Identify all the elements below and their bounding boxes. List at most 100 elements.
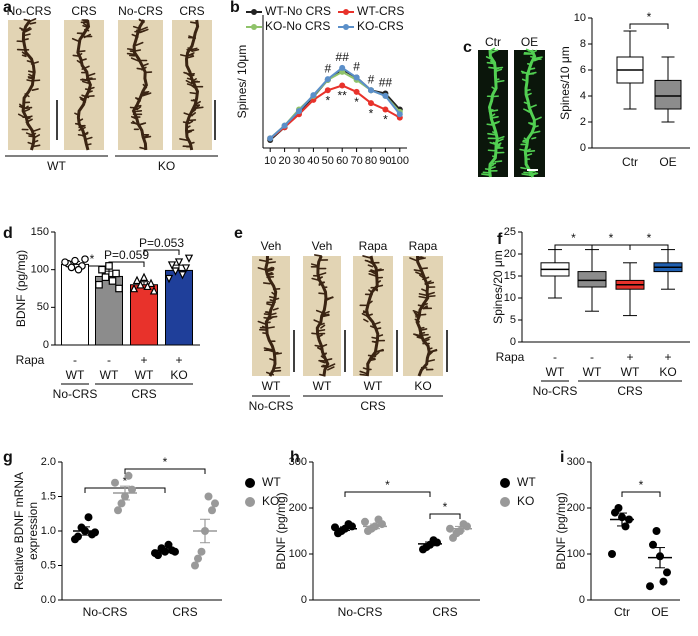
rapa-label: - bbox=[553, 350, 557, 364]
group-label: KO bbox=[158, 159, 175, 173]
spine bbox=[135, 41, 144, 47]
point bbox=[136, 280, 145, 289]
x-tick-label: No-CRS bbox=[83, 605, 128, 619]
y-tick-label: 200 bbox=[567, 502, 585, 514]
point bbox=[614, 504, 623, 512]
spine bbox=[136, 104, 142, 108]
spine bbox=[139, 28, 149, 34]
spine bbox=[80, 98, 87, 103]
spine bbox=[375, 269, 385, 272]
spine bbox=[367, 300, 373, 305]
spine bbox=[141, 63, 149, 67]
spine bbox=[361, 312, 368, 317]
point bbox=[344, 520, 353, 529]
spine bbox=[324, 358, 333, 362]
spine bbox=[25, 117, 31, 120]
image-label: No-CRS bbox=[7, 4, 52, 18]
y-axis-label: BDNF (pg/mg) bbox=[274, 492, 288, 569]
y-tick-label: 15 bbox=[504, 270, 516, 282]
spine bbox=[126, 48, 135, 51]
spine bbox=[77, 118, 84, 123]
spine bbox=[33, 139, 39, 143]
significance-label: * bbox=[163, 455, 168, 469]
significance-bracket bbox=[629, 244, 669, 250]
image-label: CRS bbox=[71, 4, 96, 18]
spine bbox=[365, 313, 373, 317]
point bbox=[84, 513, 93, 522]
point bbox=[339, 64, 346, 71]
legend-label: WT bbox=[517, 475, 536, 489]
point bbox=[117, 499, 126, 508]
spine bbox=[319, 373, 326, 377]
significance-label: * bbox=[90, 252, 95, 266]
spine bbox=[185, 125, 191, 129]
spine bbox=[269, 312, 277, 316]
point bbox=[353, 74, 360, 81]
spine bbox=[83, 22, 90, 28]
y-axis-label: Spines/ 10μm bbox=[235, 45, 249, 119]
x-tick-label: 40 bbox=[307, 155, 319, 167]
significance-bracket bbox=[344, 491, 431, 497]
point bbox=[171, 267, 180, 276]
spine bbox=[414, 314, 421, 317]
image-label: Veh bbox=[312, 239, 333, 253]
significance-label: * bbox=[647, 231, 652, 245]
y-tick-label: 25 bbox=[504, 226, 516, 238]
panel-letter: d bbox=[3, 225, 13, 242]
spine bbox=[490, 121, 499, 126]
y-tick-label: 2 bbox=[580, 116, 586, 128]
point bbox=[112, 269, 120, 278]
spine bbox=[377, 334, 384, 338]
spine bbox=[528, 67, 536, 71]
spine bbox=[525, 88, 531, 92]
point bbox=[368, 100, 374, 107]
point bbox=[652, 527, 661, 535]
group-label: No-CRS bbox=[249, 399, 294, 413]
y-axis-label: BDNF (pg/mg) bbox=[14, 250, 28, 327]
x-tick-label: Ctr bbox=[614, 605, 630, 619]
panel-letter: f bbox=[497, 231, 503, 248]
legend-marker bbox=[245, 478, 255, 488]
significance-label: * bbox=[383, 113, 388, 127]
point bbox=[649, 540, 657, 549]
spine bbox=[314, 344, 323, 348]
spine bbox=[320, 322, 325, 326]
rapa-label: + bbox=[175, 353, 182, 367]
genotype-label: WT bbox=[546, 365, 565, 379]
genotype-label: WT bbox=[364, 379, 383, 393]
spine bbox=[179, 138, 188, 142]
legend-marker bbox=[343, 9, 349, 15]
x-tick-label: CRS bbox=[432, 605, 457, 619]
spine bbox=[426, 291, 435, 296]
spine bbox=[527, 62, 533, 66]
spine bbox=[22, 33, 31, 37]
spine bbox=[317, 272, 327, 277]
x-tick-label: 100 bbox=[391, 155, 409, 167]
spine bbox=[368, 273, 378, 278]
point bbox=[208, 506, 216, 515]
spine bbox=[29, 18, 37, 22]
spine bbox=[416, 257, 426, 261]
significance-bracket bbox=[621, 491, 661, 497]
spine bbox=[488, 109, 499, 113]
spine bbox=[484, 168, 491, 171]
significance-label: * bbox=[354, 95, 359, 109]
spine bbox=[413, 269, 422, 272]
x-tick-label: 70 bbox=[350, 155, 362, 167]
spine bbox=[190, 80, 199, 83]
spine bbox=[22, 108, 31, 113]
spine bbox=[367, 264, 374, 268]
spine bbox=[320, 365, 329, 369]
y-tick-label: 8 bbox=[580, 38, 586, 50]
spine bbox=[185, 130, 193, 135]
image-label: Veh bbox=[261, 239, 282, 253]
spine bbox=[489, 163, 495, 168]
spine bbox=[417, 304, 425, 308]
significance-label: ## bbox=[379, 76, 393, 90]
rapa-label: - bbox=[73, 353, 77, 367]
point bbox=[361, 517, 369, 526]
spine bbox=[83, 28, 90, 32]
point bbox=[149, 286, 159, 295]
spine bbox=[135, 97, 141, 101]
spine bbox=[81, 80, 89, 84]
